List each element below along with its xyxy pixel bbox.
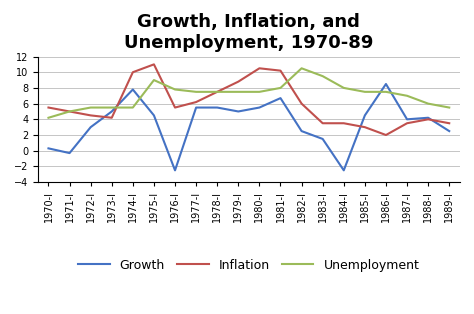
Unemployment xyxy=(67,110,73,113)
Growth xyxy=(172,168,178,172)
Inflation xyxy=(214,90,220,94)
Inflation xyxy=(67,110,73,113)
Inflation xyxy=(341,122,346,125)
Unemployment xyxy=(299,67,304,70)
Unemployment xyxy=(447,106,452,110)
Inflation xyxy=(299,102,304,106)
Line: Inflation: Inflation xyxy=(48,64,449,135)
Inflation xyxy=(404,122,410,125)
Unemployment xyxy=(341,86,346,90)
Unemployment xyxy=(109,106,115,110)
Inflation xyxy=(109,116,115,120)
Unemployment xyxy=(46,116,51,120)
Inflation xyxy=(236,80,241,84)
Unemployment xyxy=(236,90,241,94)
Growth xyxy=(236,110,241,113)
Inflation xyxy=(193,100,199,104)
Unemployment xyxy=(130,106,136,110)
Growth xyxy=(404,117,410,121)
Inflation xyxy=(130,70,136,74)
Unemployment xyxy=(320,74,326,78)
Unemployment xyxy=(151,78,157,82)
Growth xyxy=(109,110,115,113)
Unemployment xyxy=(214,90,220,94)
Unemployment xyxy=(425,102,431,106)
Inflation xyxy=(88,114,93,117)
Growth xyxy=(341,168,346,172)
Inflation xyxy=(278,69,283,73)
Growth xyxy=(193,106,199,110)
Unemployment xyxy=(362,90,368,94)
Growth xyxy=(299,129,304,133)
Inflation xyxy=(256,67,262,70)
Inflation xyxy=(46,106,51,110)
Inflation xyxy=(447,122,452,125)
Inflation xyxy=(320,122,326,125)
Unemployment xyxy=(88,106,93,110)
Unemployment xyxy=(383,90,389,94)
Unemployment xyxy=(172,88,178,91)
Inflation xyxy=(151,62,157,66)
Inflation xyxy=(172,106,178,110)
Line: Unemployment: Unemployment xyxy=(48,68,449,118)
Growth xyxy=(67,151,73,155)
Growth xyxy=(46,147,51,150)
Unemployment xyxy=(278,86,283,90)
Inflation xyxy=(383,133,389,137)
Growth xyxy=(214,106,220,110)
Growth xyxy=(425,116,431,120)
Unemployment xyxy=(193,90,199,94)
Growth xyxy=(256,106,262,110)
Line: Growth: Growth xyxy=(48,84,449,170)
Growth xyxy=(151,114,157,117)
Title: Growth, Inflation, and
Unemployment, 1970-89: Growth, Inflation, and Unemployment, 197… xyxy=(124,14,374,52)
Growth xyxy=(130,88,136,91)
Growth xyxy=(383,82,389,86)
Growth xyxy=(278,96,283,100)
Growth xyxy=(88,125,93,129)
Growth xyxy=(447,129,452,133)
Inflation xyxy=(362,125,368,129)
Legend: Growth, Inflation, Unemployment: Growth, Inflation, Unemployment xyxy=(73,254,424,277)
Unemployment xyxy=(404,94,410,98)
Growth xyxy=(320,137,326,141)
Unemployment xyxy=(256,90,262,94)
Growth xyxy=(362,114,368,117)
Inflation xyxy=(425,117,431,121)
